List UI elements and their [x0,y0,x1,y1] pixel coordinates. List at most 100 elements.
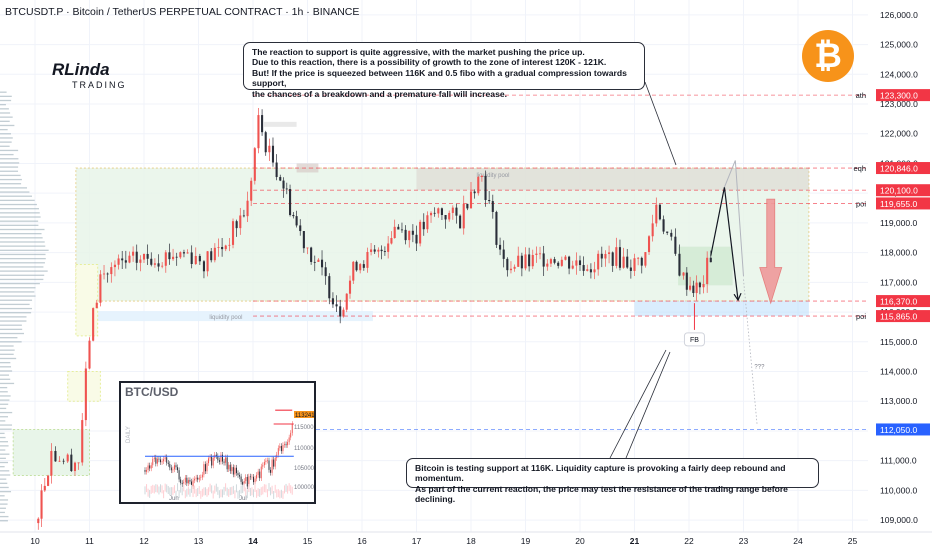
candle-body [362,264,365,268]
inset-volume-bar [177,483,179,492]
inset-candle-body [203,464,205,475]
price-label-badge [876,310,930,323]
candle-body [488,200,491,202]
inset-candle-body [187,480,189,484]
candle-body [231,221,235,245]
price-tick: 117,000.0 [880,277,917,287]
candle-body [342,309,345,317]
candle-body [206,251,209,272]
candle-body [440,208,443,215]
candle-body [618,247,622,268]
bearish-arrow [759,198,783,305]
candle-body [444,214,447,220]
candle-body [292,214,295,217]
candle-body [359,264,362,271]
level-label: poi [856,312,866,321]
inset-volume-bar [243,483,245,492]
profile-bar [0,104,6,106]
inset-candle-body [161,461,163,463]
inset-volume-bar [209,483,211,492]
profile-bar [0,257,46,260]
inset-volume-bar [242,485,244,494]
candle-body [626,256,629,268]
inset-volume-bar [234,490,236,499]
candle-body [47,475,50,486]
liquidity-pool-zone-bottom [86,311,373,322]
profile-bar [0,128,8,131]
candle-body [54,450,57,462]
inset-candle-body [144,470,146,472]
profile-bar [0,120,10,122]
candle-body [210,251,213,261]
profile-bar [0,162,20,164]
candle-body [253,148,256,181]
inset-volume-bar [223,486,225,495]
inset-candle-body [223,461,225,463]
profile-bar [0,370,13,372]
inset-volume-bar [268,483,270,492]
inset-volume-bar [245,487,247,496]
candle-body [43,485,46,491]
inset-candle-body [215,454,217,457]
candle-body [95,302,98,309]
inset-y-tick: 110000 [294,446,314,452]
support-zone [634,301,809,317]
inset-volume-bar [192,489,194,498]
inset-volume-bar [180,484,182,493]
inset-volume-bar [187,486,189,495]
candle-body [168,252,171,260]
candle-body [275,162,278,178]
profile-bar [0,486,9,489]
price-tick: 122,000.0 [880,129,918,139]
candle-body [299,225,302,232]
inset-y-tick: 100000 [294,485,314,491]
inset-candle-body [265,460,267,462]
time-tick: 20 [575,536,585,546]
candle-body [695,282,698,294]
price-label-badge [876,184,930,197]
profile-bar [0,299,33,301]
candle-body [355,261,358,271]
profile-bar [0,224,39,226]
candle-body [560,259,563,266]
inset-volume-bar [282,490,284,499]
candle-body [261,115,264,133]
candle-body [466,203,469,209]
profile-bar [0,137,13,139]
price-tick: 111,000.0 [880,456,917,466]
candle-body [302,231,305,249]
candle-body [597,253,600,270]
candle-body [459,215,462,229]
profile-bar [0,112,11,114]
inset-candle-body [274,458,276,467]
inset-volume-bar [144,486,146,495]
candle-body [50,450,53,476]
inset-volume-bar [197,488,199,497]
inset-x-tick-jun: Jun [169,496,179,502]
inset-candle-body [291,423,293,433]
profile-bar [0,391,8,393]
candle-body [426,215,429,230]
inset-volume-bar [218,490,220,499]
inset-volume-bar [266,489,268,498]
price-label-text: 119,655.0 [880,199,917,209]
candle-body [678,253,681,276]
profile-bar [0,141,12,143]
inset-volume-bar [259,488,261,497]
candle-body [190,252,193,264]
inset-candle-body [172,469,174,471]
candle-body [279,177,282,181]
profile-bar [0,466,5,468]
candle-body [348,280,352,294]
inset-volume-bar [277,489,279,498]
candle-body [121,258,124,261]
candle-body [629,267,632,271]
inset-candle-body [231,467,233,472]
inset-volume-bar [280,489,282,498]
inset-volume-bar [178,490,180,499]
candle-body [242,215,245,217]
inset-volume-bar [164,483,166,492]
inset-title: BTC/USD [125,385,179,399]
candle-body [419,221,422,244]
candle-body [662,219,665,232]
